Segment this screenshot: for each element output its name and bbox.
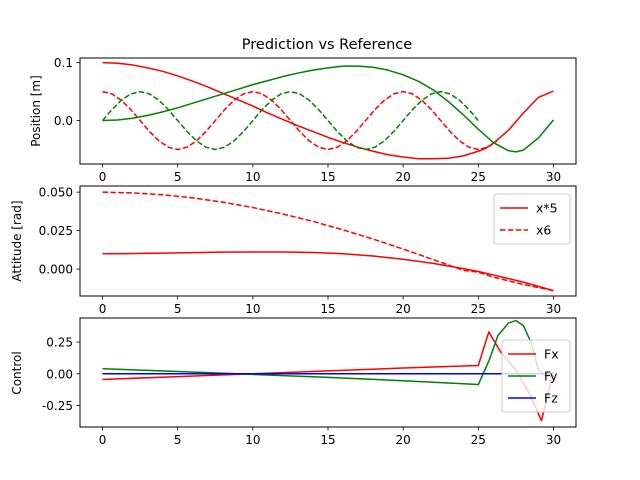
series-line-0-1 bbox=[102, 90, 498, 151]
legend-label: Fz bbox=[544, 391, 558, 406]
x-tick-label: 25 bbox=[471, 302, 486, 316]
x-tick-label: 20 bbox=[396, 433, 411, 447]
y-tick-label: 0.25 bbox=[46, 336, 73, 350]
x-tick-label: 5 bbox=[174, 433, 182, 447]
legend-label: x*5 bbox=[536, 201, 558, 216]
attitude-y-ticks: 0.050 0.025 0.000 bbox=[39, 186, 80, 277]
control-x-ticks: 0 5 10 15 20 25 30 bbox=[99, 427, 561, 447]
position-plot-lines bbox=[101, 61, 555, 160]
x-tick-label: 20 bbox=[396, 302, 411, 316]
x-tick-label: 10 bbox=[245, 170, 260, 184]
series-line-0-0 bbox=[102, 61, 554, 160]
control-y-axis-label: Control bbox=[10, 351, 24, 394]
x-tick-label: 15 bbox=[320, 433, 335, 447]
x-tick-label: 10 bbox=[245, 302, 260, 316]
x-tick-label: 15 bbox=[320, 170, 335, 184]
legend-label: x6 bbox=[536, 223, 551, 238]
y-tick-label: 0.025 bbox=[39, 224, 73, 238]
x-tick-label: 0 bbox=[99, 433, 107, 447]
x-tick-label: 15 bbox=[320, 302, 335, 316]
legend-label: Fx bbox=[544, 347, 559, 362]
subplot-attitude: 0 5 10 15 20 25 30 0.050 0.025 0.000 Attitude [r… bbox=[10, 185, 577, 316]
y-tick-label: 0.050 bbox=[39, 186, 73, 200]
x-tick-label: 0 bbox=[99, 170, 107, 184]
x-tick-label: 10 bbox=[245, 433, 260, 447]
y-tick-label: 0.00 bbox=[46, 367, 73, 381]
attitude-plot-lines bbox=[102, 191, 554, 292]
series-line-x-5 bbox=[102, 251, 554, 292]
legend-box bbox=[493, 193, 571, 245]
y-tick-label: -0.25 bbox=[42, 399, 73, 413]
series-line-x6 bbox=[102, 191, 554, 292]
subplot-position: Prediction vs Reference 0 5 10 15 20 25 30 0.1… bbox=[29, 37, 577, 184]
position-y-axis-label: Position [m] bbox=[29, 75, 43, 147]
x-tick-label: 25 bbox=[471, 433, 486, 447]
x-tick-label: 5 bbox=[174, 302, 182, 316]
x-tick-label: 30 bbox=[546, 170, 561, 184]
legend-label: Fy bbox=[544, 369, 558, 384]
position-y-ticks: 0.1 0.0 bbox=[54, 56, 80, 128]
position-x-ticks: 0 5 10 15 20 25 30 bbox=[99, 164, 561, 184]
y-tick-label: 0.1 bbox=[54, 56, 73, 70]
series-line-0-2 bbox=[102, 65, 555, 153]
x-tick-label: 30 bbox=[546, 433, 561, 447]
attitude-x-ticks: 0 5 10 15 20 25 30 bbox=[99, 296, 561, 316]
subplot-control: 0 5 10 15 20 25 30 0.250.00-0.25 Control FxFyF… bbox=[10, 317, 577, 447]
attitude-y-axis-label: Attitude [rad] bbox=[10, 200, 24, 281]
x-tick-label: 5 bbox=[174, 170, 182, 184]
attitude-legend: x*5x6 bbox=[493, 193, 571, 245]
y-tick-label: 0.000 bbox=[39, 263, 73, 277]
x-tick-label: 0 bbox=[99, 302, 107, 316]
x-tick-label: 25 bbox=[471, 170, 486, 184]
chart-title: Prediction vs Reference bbox=[242, 37, 412, 53]
x-tick-label: 20 bbox=[396, 170, 411, 184]
y-tick-label: 0.0 bbox=[54, 114, 73, 128]
control-y-ticks: 0.25 0.00 -0.25 bbox=[42, 336, 80, 413]
x-tick-label: 30 bbox=[546, 302, 561, 316]
control-legend: Fx Fy Fz bbox=[501, 339, 571, 413]
